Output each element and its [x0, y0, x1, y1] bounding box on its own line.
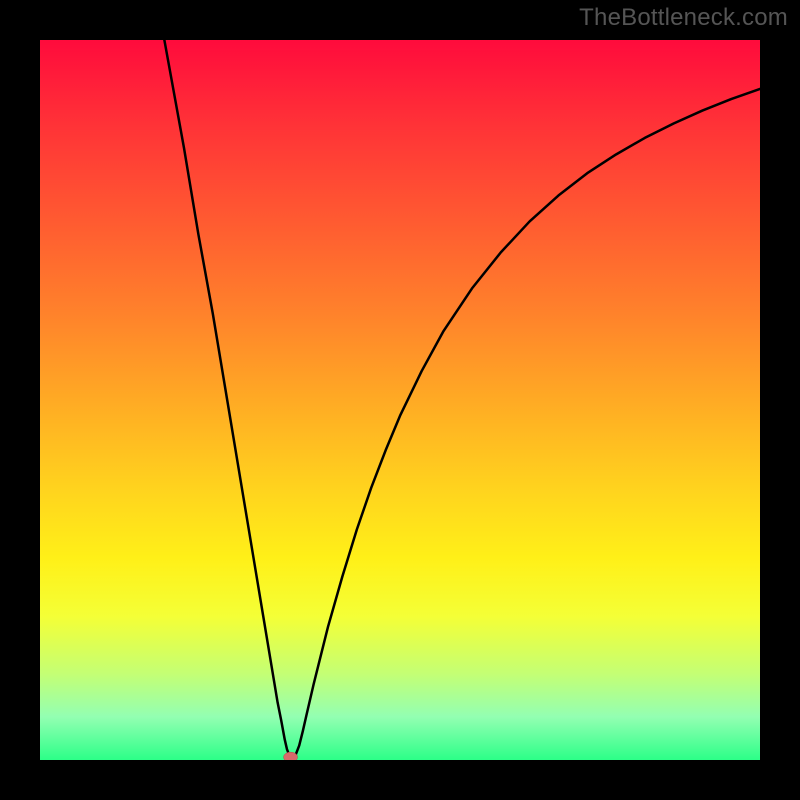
chart-frame: TheBottleneck.com [0, 0, 800, 800]
minimum-marker [284, 752, 298, 760]
plot-svg [40, 40, 760, 760]
plot-area [40, 40, 760, 760]
watermark-text: TheBottleneck.com [579, 4, 788, 32]
gradient-background [40, 40, 760, 760]
